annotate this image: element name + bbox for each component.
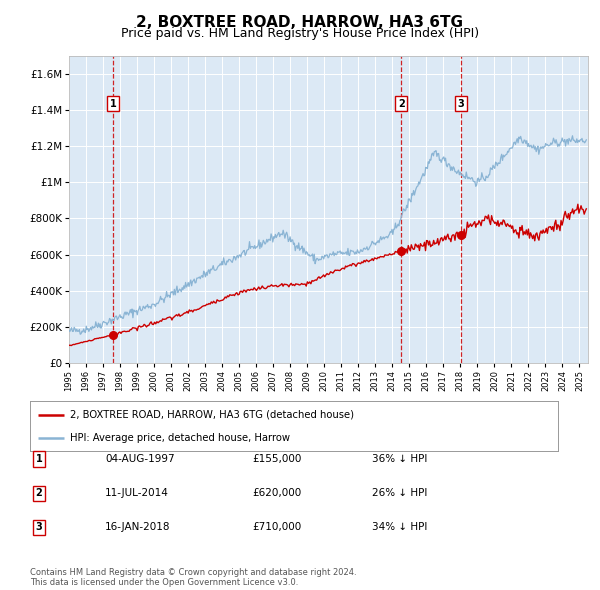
Text: 36% ↓ HPI: 36% ↓ HPI xyxy=(372,454,427,464)
Text: 2: 2 xyxy=(35,489,43,498)
Text: 34% ↓ HPI: 34% ↓ HPI xyxy=(372,523,427,532)
Text: 2, BOXTREE ROAD, HARROW, HA3 6TG (detached house): 2, BOXTREE ROAD, HARROW, HA3 6TG (detach… xyxy=(70,409,353,419)
Text: 2: 2 xyxy=(398,99,404,109)
Text: 3: 3 xyxy=(35,523,43,532)
Text: 26% ↓ HPI: 26% ↓ HPI xyxy=(372,489,427,498)
Text: £155,000: £155,000 xyxy=(252,454,301,464)
Text: Contains HM Land Registry data © Crown copyright and database right 2024.
This d: Contains HM Land Registry data © Crown c… xyxy=(30,568,356,587)
Text: 1: 1 xyxy=(110,99,116,109)
Text: HPI: Average price, detached house, Harrow: HPI: Average price, detached house, Harr… xyxy=(70,433,290,443)
Text: 04-AUG-1997: 04-AUG-1997 xyxy=(105,454,175,464)
Text: Price paid vs. HM Land Registry's House Price Index (HPI): Price paid vs. HM Land Registry's House … xyxy=(121,27,479,40)
Text: 16-JAN-2018: 16-JAN-2018 xyxy=(105,523,170,532)
Text: £620,000: £620,000 xyxy=(252,489,301,498)
Text: 1: 1 xyxy=(35,454,43,464)
Text: 3: 3 xyxy=(458,99,464,109)
Text: 2, BOXTREE ROAD, HARROW, HA3 6TG: 2, BOXTREE ROAD, HARROW, HA3 6TG xyxy=(137,15,464,30)
Text: 11-JUL-2014: 11-JUL-2014 xyxy=(105,489,169,498)
Text: £710,000: £710,000 xyxy=(252,523,301,532)
